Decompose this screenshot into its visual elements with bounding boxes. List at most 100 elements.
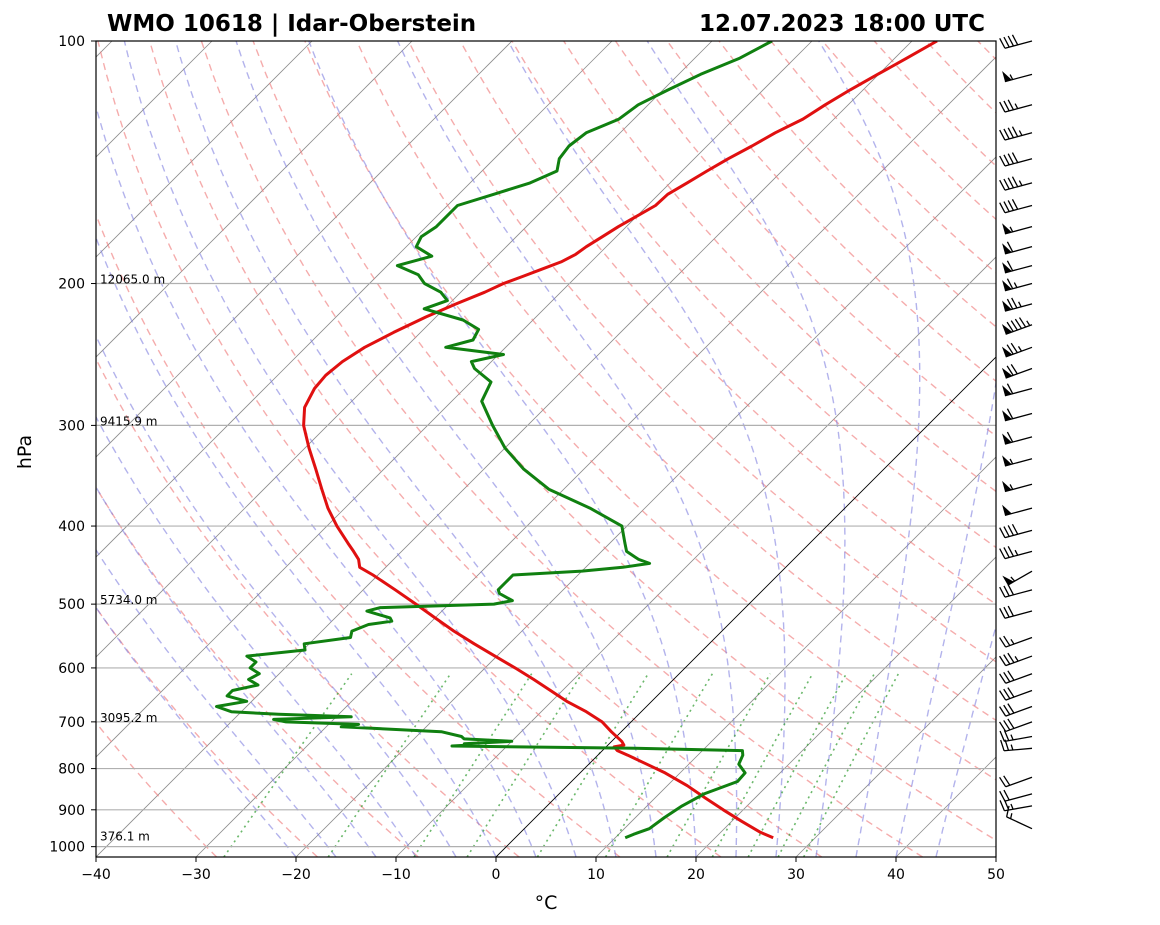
wind-barb-flag xyxy=(1003,154,1010,166)
wind-barb-flag xyxy=(999,527,1006,538)
wind-barb-half-flag xyxy=(1009,226,1014,233)
wind-barb-flag xyxy=(1006,241,1014,253)
y-tick-label: 1000 xyxy=(49,840,85,856)
wind-barb-flag xyxy=(1006,408,1014,420)
wind-barb-flag xyxy=(1007,652,1015,663)
x-tick-label: 50 xyxy=(987,867,1005,883)
x-axis-label: °C xyxy=(535,892,558,914)
height-label: 5734.0 m xyxy=(100,593,158,607)
wind-barb-flag xyxy=(1003,654,1011,665)
wind-barb-staff xyxy=(1004,805,1033,812)
wind-barb-flag xyxy=(1003,688,1011,699)
dry-adiabat-line xyxy=(97,41,722,857)
isotherm-line xyxy=(595,456,996,857)
wind-barb-flag xyxy=(1006,431,1014,443)
isotherm-line xyxy=(96,41,313,258)
wind-barb-flag xyxy=(1007,153,1015,165)
height-label: 376.1 m xyxy=(100,829,150,843)
wind-barb-staff xyxy=(1006,816,1033,830)
x-tick-label: −30 xyxy=(181,867,211,883)
wind-barb-half-flag xyxy=(1018,301,1022,308)
wind-barb xyxy=(999,176,1033,191)
wind-barb-half-flag xyxy=(1009,458,1014,465)
wind-barb-flag xyxy=(1003,789,1010,801)
wind-barb-half-flag xyxy=(1014,549,1019,556)
wind-barb-staff xyxy=(1004,182,1033,191)
wind-barb-pennant xyxy=(1002,504,1012,516)
height-label: 3095.2 m xyxy=(100,711,158,725)
moist-adiabat-line xyxy=(96,104,537,857)
wind-barb-flag xyxy=(1011,523,1019,535)
wind-barb-staff xyxy=(1005,776,1033,788)
dry-adiabat-line xyxy=(96,486,419,857)
wind-barb xyxy=(1002,241,1033,255)
wind-barb-flag xyxy=(1010,342,1018,354)
wind-barb xyxy=(999,152,1033,167)
wind-barb-flag xyxy=(1007,703,1015,714)
wind-barb-staff xyxy=(1004,529,1033,539)
wind-barb-flag xyxy=(1007,200,1015,211)
wind-barb xyxy=(1002,570,1033,586)
wind-barb-staff xyxy=(1005,655,1033,667)
isotherm-line xyxy=(195,56,996,857)
wind-barb-half-flag xyxy=(1010,638,1015,645)
wind-barb-flag xyxy=(1003,720,1011,731)
wind-barb xyxy=(999,729,1033,743)
wind-barb-flag xyxy=(1007,605,1015,617)
wind-barb-half-flag xyxy=(1017,346,1023,352)
temperature-profile-line xyxy=(302,41,938,840)
wind-barb xyxy=(1002,260,1033,274)
wind-barb xyxy=(1002,383,1033,397)
wind-barb-half-flag xyxy=(1010,734,1014,741)
wind-barb-half-flag xyxy=(1009,813,1013,819)
wind-barb-staff xyxy=(1004,436,1033,445)
wind-barb-flag xyxy=(1007,687,1015,698)
wind-barb-flag xyxy=(1003,775,1011,786)
moist-adiabat-line xyxy=(96,485,377,857)
wind-barb-flag xyxy=(1006,278,1014,290)
mixing-ratio-line xyxy=(802,673,900,857)
dewpoint-profile-line xyxy=(215,41,773,840)
wind-barb-staff xyxy=(1004,104,1033,113)
moist-adiabat-line xyxy=(396,41,738,857)
isotherm-line xyxy=(96,41,413,358)
y-tick-label: 500 xyxy=(58,597,85,613)
wind-barb-flag xyxy=(999,790,1006,802)
wind-barb-pennant xyxy=(1002,262,1012,273)
wind-barb-pennant xyxy=(1001,324,1013,335)
wind-barb-flag xyxy=(1007,99,1015,111)
wind-barb-flag xyxy=(1003,201,1010,212)
mixing-ratio-line xyxy=(711,673,814,857)
wind-barb xyxy=(1002,408,1033,422)
isotherm-line xyxy=(795,656,996,857)
wind-barb xyxy=(999,703,1033,717)
wind-barb-flag xyxy=(999,706,1007,717)
wind-barb-staff xyxy=(1004,158,1033,167)
wind-barb-flag xyxy=(999,690,1007,701)
wind-barb-flag xyxy=(1018,317,1027,328)
wind-barb-flag xyxy=(1003,671,1011,683)
moist-adiabat-line xyxy=(235,41,657,857)
mixing-ratio-line xyxy=(536,673,649,857)
wind-barb-flag xyxy=(999,608,1006,619)
wind-barb-flag xyxy=(999,202,1006,214)
wind-barb-half-flag xyxy=(1014,103,1019,109)
wind-barb-flag xyxy=(1011,34,1019,46)
wind-barb-staff xyxy=(1004,226,1033,235)
wind-barb-flag xyxy=(1003,128,1010,140)
wind-barb-flag xyxy=(999,655,1007,666)
wind-barb-flag xyxy=(1010,320,1018,331)
wind-barb-flag xyxy=(1004,739,1010,751)
wind-barb-staff xyxy=(1004,246,1033,255)
wind-barb-flag xyxy=(1006,383,1014,395)
wind-barb-half-flag xyxy=(1009,484,1014,490)
wind-barb-flag xyxy=(999,155,1006,167)
wind-barb-staff xyxy=(1005,721,1033,733)
wind-barb-pennant xyxy=(1002,455,1012,466)
wind-barb-flag xyxy=(1011,126,1019,137)
x-tick-label: 20 xyxy=(687,867,705,883)
isotherm-line xyxy=(395,256,996,857)
wind-barb-half-flag xyxy=(1010,576,1016,582)
wind-barb-flag xyxy=(1003,606,1010,618)
moist-adiabat-line xyxy=(123,41,577,857)
